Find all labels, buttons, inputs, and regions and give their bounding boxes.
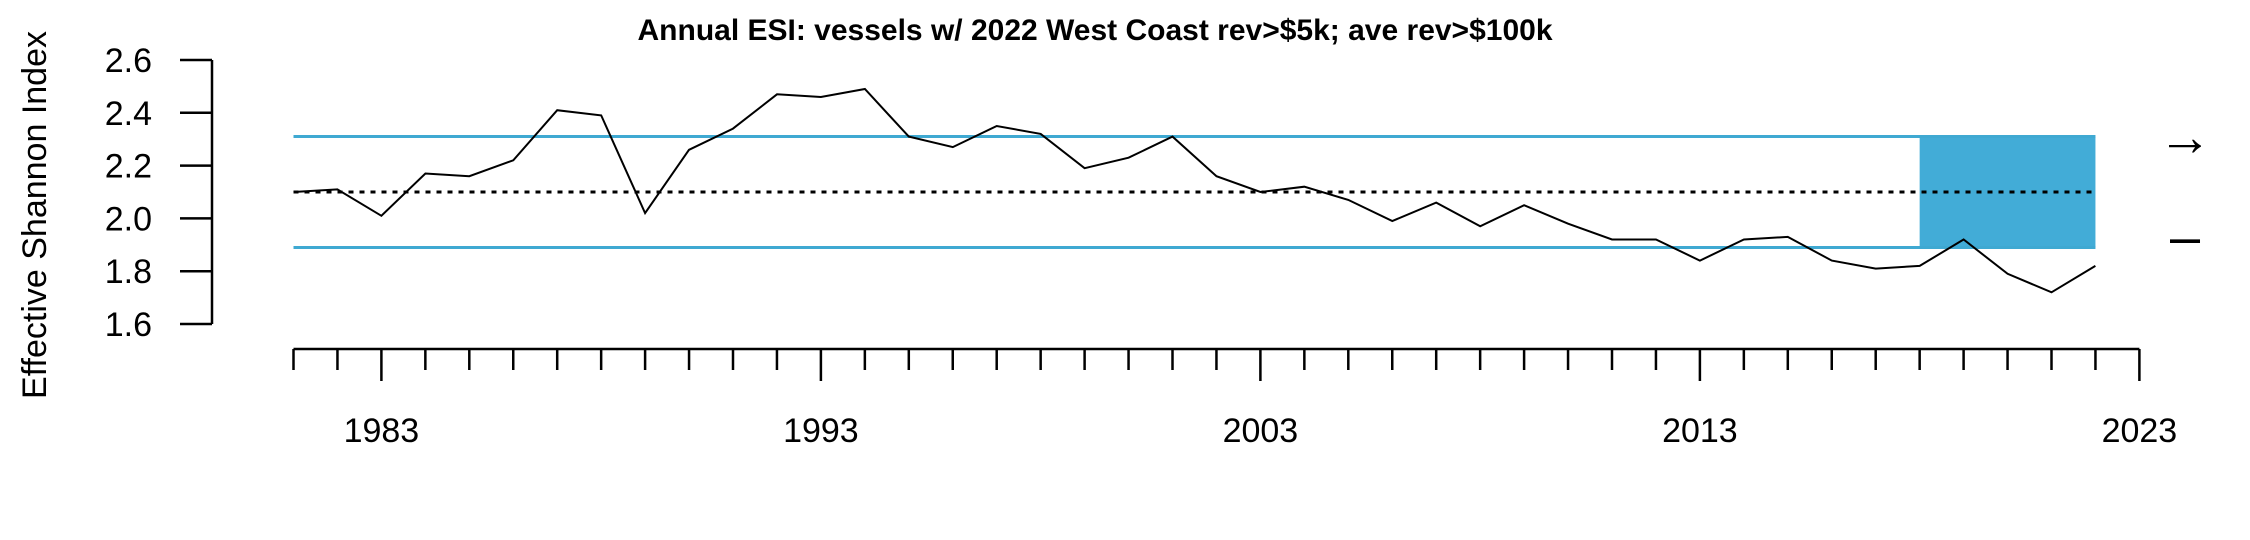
esi-series-line (293, 87, 2096, 294)
y-axis-label: Effective Shannon Index (16, 31, 54, 399)
plot-area (293, 87, 2096, 294)
y-tick-label: 2.2 (105, 148, 152, 186)
sd-trend-indicator: – (2170, 207, 2200, 267)
x-axis: 1983 1993 2003 2013 2023 (292, 347, 2178, 450)
y-tick-label: 1.6 (105, 306, 152, 344)
x-tick-label: 2003 (1223, 412, 1299, 450)
x-tick-label: 2013 (1662, 412, 1738, 450)
y-tick-label: 1.8 (105, 253, 152, 291)
x-tick-label: 1983 (344, 412, 420, 450)
mean-trend-indicator: → (2158, 107, 2212, 167)
y-axis: 1.6 1.8 2.0 2.2 2.4 2.6 (105, 42, 214, 344)
y-tick-label: 2.0 (105, 200, 152, 238)
x-tick-label: 2023 (2102, 412, 2178, 450)
y-tick-label: 2.6 (105, 42, 152, 80)
x-tick-label: 1993 (783, 412, 859, 450)
chart-title: Annual ESI: vessels w/ 2022 West Coast r… (638, 14, 1553, 47)
y-tick-label: 2.4 (105, 95, 152, 133)
